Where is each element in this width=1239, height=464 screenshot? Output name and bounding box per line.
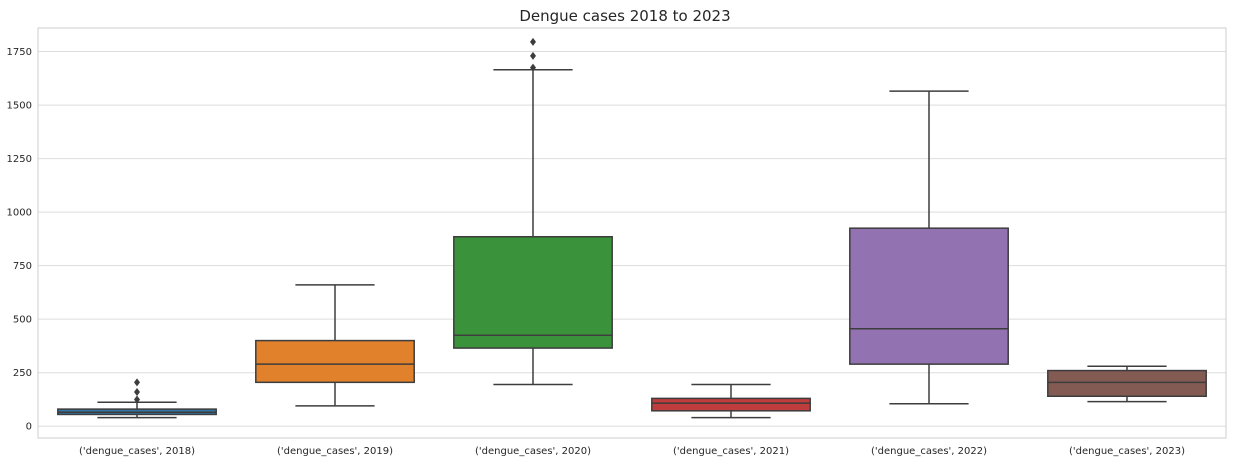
iqr-box (453, 235, 613, 349)
y-tick-label: 500 (13, 315, 32, 326)
x-tick-labels: ('dengue_cases', 2018) ('dengue_cases', 2… (79, 446, 1185, 457)
outlier-point (134, 395, 140, 404)
outlier-point (134, 387, 140, 396)
box-0 (57, 378, 217, 419)
x-tick-label: ('dengue_cases', 2020) (475, 446, 591, 457)
x-tick-label: ('dengue_cases', 2018) (79, 446, 195, 457)
box-1 (255, 284, 415, 407)
boxes (57, 37, 1207, 419)
x-tick-label: ('dengue_cases', 2023) (1069, 446, 1185, 457)
box-3 (651, 383, 811, 419)
y-tick-labels: 0 250 500 750 1000 1250 1500 1750 (7, 47, 32, 433)
y-tick-label: 250 (13, 368, 32, 379)
x-tick-label: ('dengue_cases', 2021) (673, 446, 789, 457)
iqr-box (255, 339, 415, 384)
iqr-box (651, 397, 811, 412)
y-tick-label: 750 (13, 261, 32, 272)
outlier-point (530, 63, 536, 72)
box-2 (453, 37, 613, 386)
x-tick-label: ('dengue_cases', 2019) (277, 446, 393, 457)
outlier-point (530, 37, 536, 46)
iqr-box (849, 227, 1009, 365)
grid-lines (38, 51, 1226, 427)
y-tick-label: 1500 (7, 101, 32, 112)
y-tick-label: 1000 (7, 208, 32, 219)
y-tick-label: 1750 (7, 47, 32, 58)
box-5 (1047, 365, 1207, 403)
iqr-box (1047, 369, 1207, 398)
plot-frame (37, 27, 1227, 439)
y-tick-label: 0 (26, 422, 32, 433)
box-4 (849, 90, 1009, 405)
x-tick-label: ('dengue_cases', 2022) (871, 446, 987, 457)
outlier-point (134, 378, 140, 387)
outlier-point (530, 51, 536, 60)
chart-title: Dengue cases 2018 to 2023 (519, 7, 730, 25)
y-tick-label: 1250 (7, 154, 32, 165)
